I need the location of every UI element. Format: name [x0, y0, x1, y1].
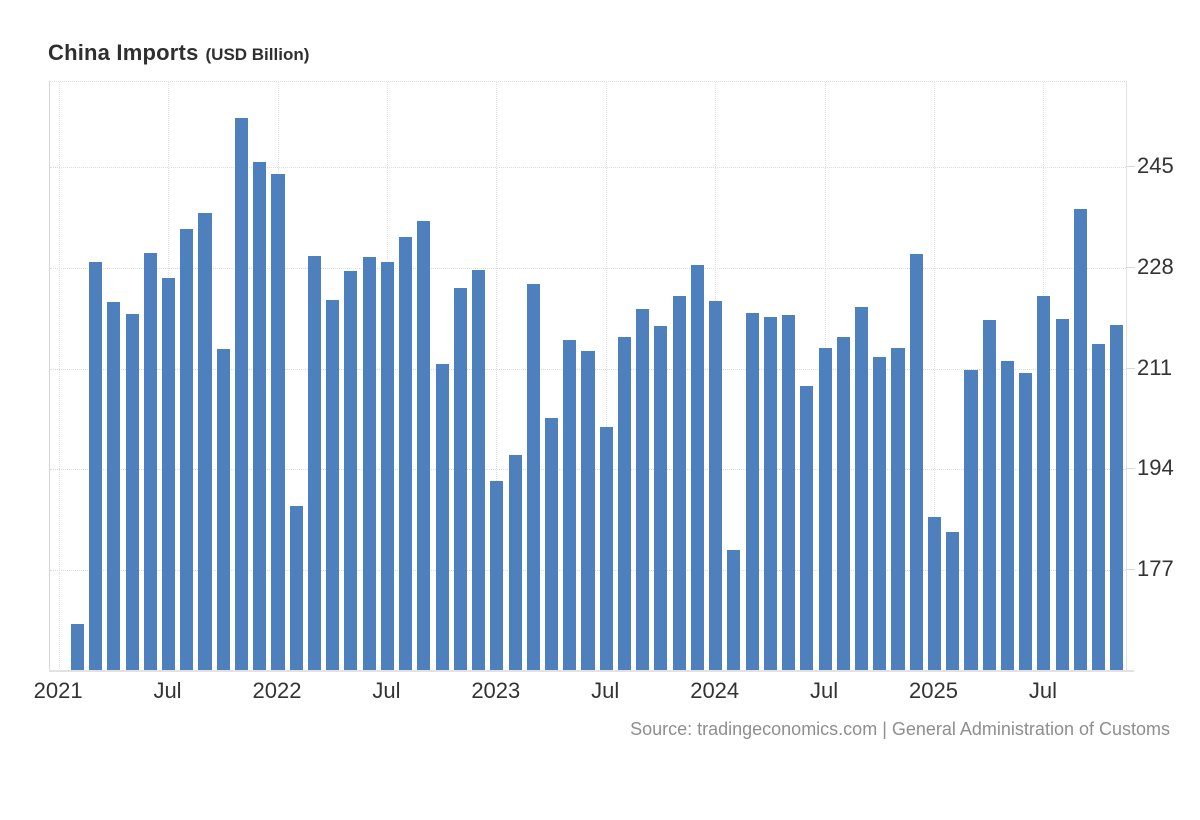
- vertical-gridline: [605, 82, 607, 671]
- bar-dec-2024[interactable]: [909, 254, 923, 671]
- bar-oct-2021[interactable]: [216, 348, 230, 671]
- bar-mar-2024[interactable]: [745, 313, 759, 671]
- bar-mar-2021[interactable]: [89, 262, 103, 671]
- bar-dec-2022[interactable]: [472, 270, 486, 671]
- bar-mar-2025[interactable]: [964, 369, 978, 671]
- source-credit: Source: tradingeconomics.com | General A…: [630, 719, 1170, 739]
- bar-aug-2025[interactable]: [1055, 319, 1069, 671]
- x-axis-label-jul: Jul: [1028, 678, 1057, 703]
- bar-sep-2022[interactable]: [417, 221, 431, 671]
- bar-jun-2024[interactable]: [800, 385, 814, 671]
- bar-aug-2023[interactable]: [617, 336, 632, 671]
- bar-jul-2021[interactable]: [161, 277, 176, 671]
- bar-aug-2024[interactable]: [836, 336, 850, 671]
- bar-may-2023[interactable]: [563, 340, 577, 671]
- bar-mar-2022[interactable]: [307, 256, 321, 671]
- bar-apr-2021[interactable]: [107, 301, 121, 671]
- bar-apr-2025[interactable]: [982, 320, 996, 671]
- bar-may-2025[interactable]: [1000, 360, 1015, 671]
- bar-apr-2023[interactable]: [544, 417, 559, 671]
- bar-may-2022[interactable]: [344, 270, 358, 671]
- chart-title-row: China Imports (USD Billion): [48, 40, 309, 66]
- y-axis-label-228: 228: [1137, 253, 1174, 279]
- y-axis-label-211: 211: [1137, 354, 1173, 380]
- bar-dec-2023[interactable]: [690, 265, 704, 671]
- bar-sep-2021[interactable]: [198, 213, 212, 671]
- bar-apr-2022[interactable]: [326, 299, 340, 671]
- bar-jul-2023[interactable]: [599, 427, 613, 671]
- x-axis-label-2025: 2025: [909, 678, 958, 703]
- x-axis-label-jul: Jul: [810, 678, 839, 703]
- y-axis-label-177: 177: [1137, 556, 1174, 582]
- bar-mar-2023[interactable]: [526, 283, 540, 671]
- x-axis-label-2023: 2023: [471, 678, 521, 703]
- y-axis-tick: [1126, 165, 1135, 167]
- bar-nov-2022[interactable]: [453, 287, 467, 671]
- x-axis-line: [49, 670, 1134, 672]
- bar-oct-2022[interactable]: [435, 363, 449, 671]
- y-axis-tick: [1126, 266, 1135, 268]
- bar-oct-2025[interactable]: [1092, 344, 1106, 671]
- bar-nov-2025[interactable]: [1110, 324, 1124, 671]
- bar-feb-2024[interactable]: [727, 550, 741, 671]
- plot-area: [49, 81, 1127, 671]
- bar-feb-2022[interactable]: [289, 505, 303, 671]
- bar-nov-2024[interactable]: [891, 348, 905, 671]
- bar-jul-2025[interactable]: [1037, 295, 1051, 671]
- y-axis-tick: [1126, 468, 1135, 470]
- bar-jan-2025[interactable]: [927, 517, 942, 671]
- bar-feb-2025[interactable]: [946, 532, 960, 671]
- bar-jan-2022[interactable]: [271, 173, 285, 671]
- horizontal-gridline: [50, 166, 1126, 168]
- vertical-gridline: [58, 82, 60, 671]
- bar-jan-2024[interactable]: [709, 300, 723, 671]
- chart-subtitle: (USD Billion): [205, 45, 310, 64]
- x-axis-label-jul: Jul: [591, 678, 620, 703]
- y-axis-label-245: 245: [1137, 152, 1174, 178]
- bar-jan-2023[interactable]: [490, 480, 504, 671]
- bar-feb-2021[interactable]: [70, 623, 84, 671]
- bar-nov-2023[interactable]: [672, 295, 686, 671]
- x-axis-label-2024: 2024: [690, 678, 740, 703]
- y-axis-label-194: 194: [1137, 455, 1174, 481]
- bar-oct-2023[interactable]: [654, 326, 668, 671]
- x-axis-label-jul: Jul: [153, 678, 182, 703]
- chart-title: China Imports: [48, 40, 199, 65]
- bar-may-2024[interactable]: [782, 315, 796, 671]
- y-axis-tick: [1126, 569, 1135, 571]
- bar-jul-2024[interactable]: [818, 348, 832, 671]
- bar-aug-2022[interactable]: [399, 236, 413, 671]
- bar-jun-2021[interactable]: [143, 253, 157, 671]
- bar-jun-2023[interactable]: [581, 351, 595, 671]
- bar-feb-2023[interactable]: [508, 455, 522, 671]
- bar-sep-2023[interactable]: [636, 308, 650, 671]
- horizontal-gridline: [50, 267, 1126, 269]
- bar-sep-2024[interactable]: [855, 306, 869, 671]
- x-axis-label-jul: Jul: [372, 678, 401, 703]
- bar-sep-2025[interactable]: [1073, 208, 1087, 671]
- vertical-gridline: [934, 82, 935, 671]
- x-axis-label-2022: 2022: [252, 678, 302, 703]
- bar-jun-2025[interactable]: [1019, 372, 1033, 671]
- bar-jul-2022[interactable]: [380, 262, 394, 671]
- bar-aug-2021[interactable]: [180, 229, 194, 671]
- bar-jun-2022[interactable]: [362, 257, 376, 671]
- bar-oct-2024[interactable]: [873, 356, 887, 671]
- vertical-gridline: [496, 82, 498, 671]
- bar-apr-2024[interactable]: [763, 316, 777, 671]
- bar-dec-2021[interactable]: [253, 161, 267, 671]
- bar-nov-2021[interactable]: [234, 117, 249, 671]
- bar-may-2021[interactable]: [125, 313, 139, 671]
- y-axis-tick: [1126, 367, 1135, 369]
- x-axis-label-2021: 2021: [33, 678, 83, 703]
